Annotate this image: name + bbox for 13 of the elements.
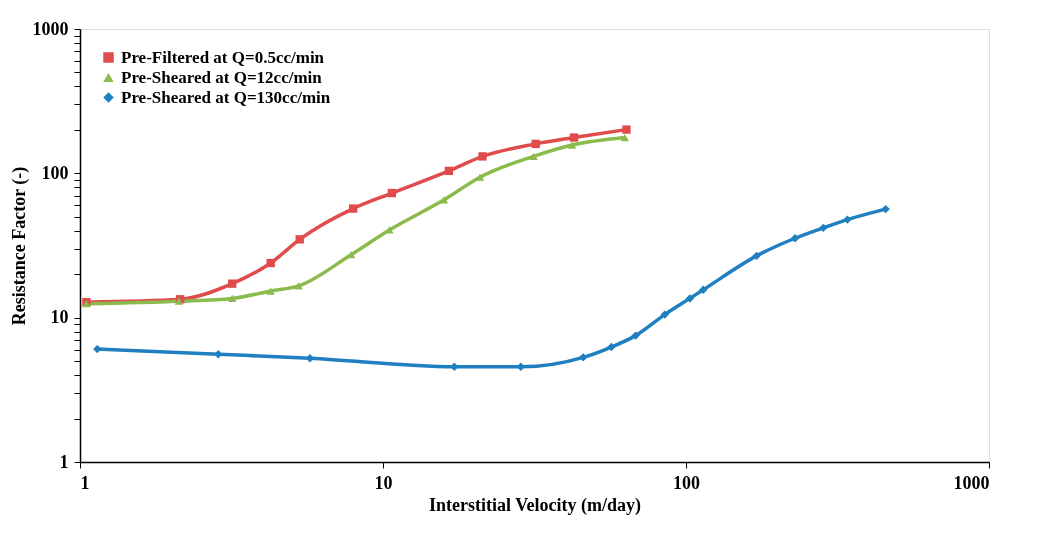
- y-tick-label: 100: [41, 162, 69, 183]
- x-tick-label: 1: [80, 472, 90, 493]
- legend-label: Pre-Filtered at Q=0.5cc/min: [121, 47, 325, 67]
- y-tick-label: 1: [59, 451, 69, 472]
- y-axis-title: Resistance Factor (-): [8, 166, 30, 326]
- x-axis-title: Interstitial Velocity (m/day): [429, 494, 641, 516]
- x-tick-label: 1000: [953, 472, 990, 493]
- legend-label: Pre-Sheared at Q=12cc/min: [121, 67, 323, 87]
- x-tick-label: 10: [374, 472, 393, 493]
- y-tick-label: 1000: [32, 18, 69, 39]
- y-tick-label: 10: [50, 307, 69, 328]
- x-tick-label: 100: [673, 472, 700, 493]
- legend-label: Pre-Sheared at Q=130cc/min: [121, 87, 331, 107]
